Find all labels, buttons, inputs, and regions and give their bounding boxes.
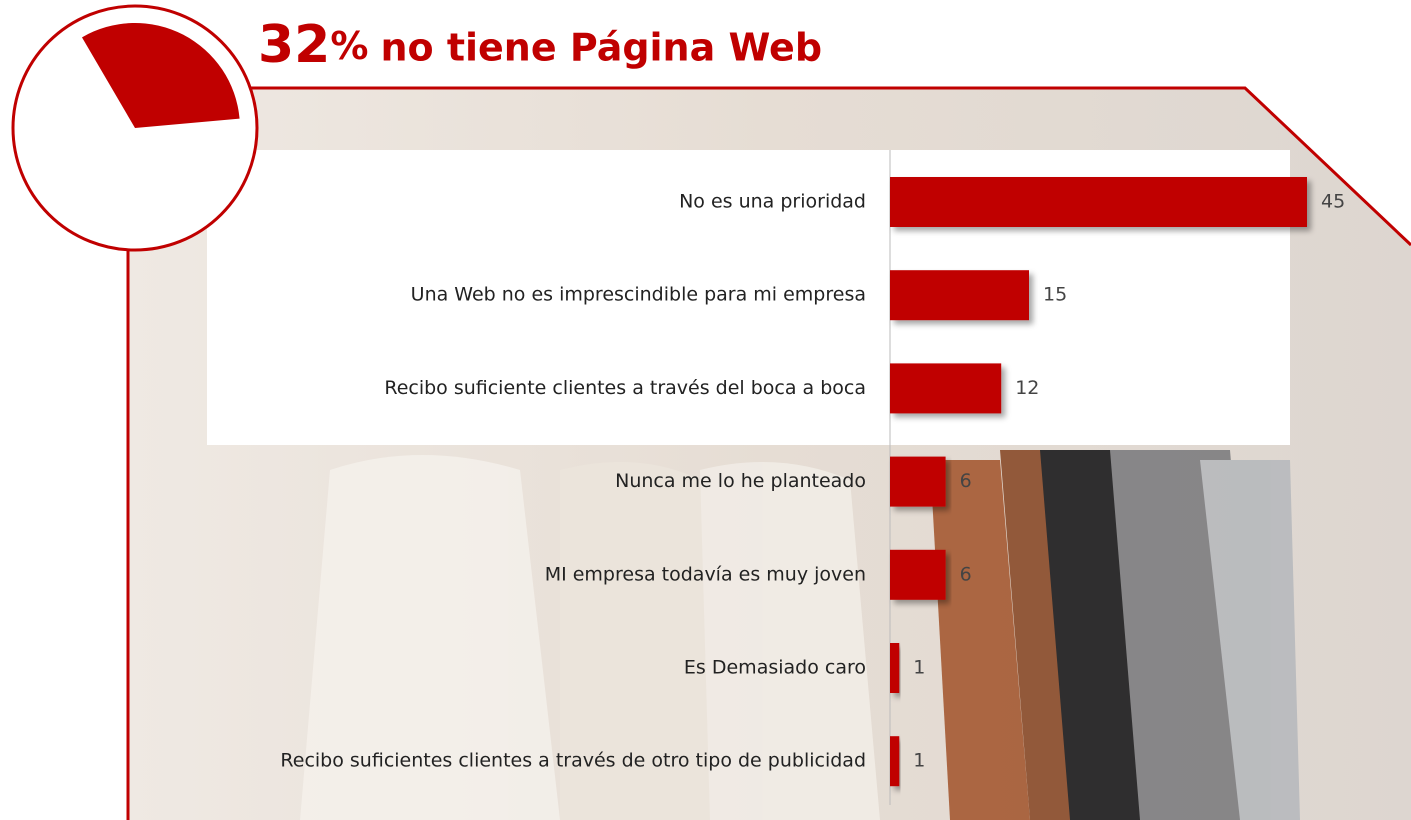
bar <box>890 270 1029 320</box>
value-label: 6 <box>960 563 972 585</box>
value-label: 45 <box>1321 191 1345 213</box>
value-label: 1 <box>913 750 925 772</box>
title-unit: % <box>330 24 368 68</box>
bar <box>890 643 899 693</box>
bar <box>890 457 946 507</box>
chart: No es una prioridad 45 Una Web no es impre… <box>0 0 1411 820</box>
title: no tiene Página Web <box>380 26 822 70</box>
value-label: 6 <box>960 470 972 492</box>
bar <box>890 363 1001 413</box>
title-number: 32 <box>258 15 330 75</box>
bar <box>890 736 899 786</box>
category-label: Recibo suficiente clientes a través del … <box>384 377 866 399</box>
category-label: Una Web no es imprescindible para mi emp… <box>411 284 866 306</box>
category-label: Nunca me lo he planteado <box>615 470 866 492</box>
category-label: MI empresa todavía es muy joven <box>545 563 866 585</box>
category-label: Recibo suficientes clientes a través de … <box>280 750 866 772</box>
bar <box>890 177 1307 227</box>
category-label: Es Demasiado caro <box>684 657 866 679</box>
value-label: 12 <box>1015 377 1039 399</box>
category-label: No es una prioridad <box>679 191 866 213</box>
value-label: 1 <box>913 657 925 679</box>
title-value: 32% <box>258 15 368 75</box>
value-label: 15 <box>1043 284 1067 306</box>
bar <box>890 550 946 600</box>
